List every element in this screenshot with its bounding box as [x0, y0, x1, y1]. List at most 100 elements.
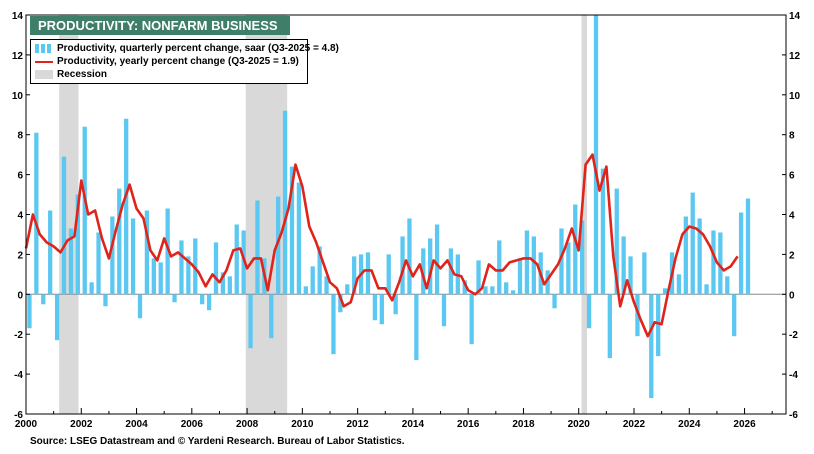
legend-line-label: Productivity, yearly percent change (Q3-… — [57, 56, 299, 67]
bar-94 — [676, 274, 682, 295]
y-tick-left-label-8: 8 — [17, 131, 23, 142]
x-tick-label-2016: 2016 — [457, 419, 480, 430]
legend-item-recession: Recession — [35, 68, 303, 81]
bar-23 — [186, 256, 191, 295]
legend-item-line: Productivity, yearly percent change (Q3-… — [35, 55, 303, 68]
bar-42 — [317, 246, 322, 295]
bar-4 — [54, 294, 60, 341]
bar-15 — [130, 218, 136, 295]
bar-31 — [241, 230, 246, 295]
bar-19 — [158, 262, 163, 295]
bar-90 — [649, 294, 654, 399]
bar-86 — [621, 236, 626, 295]
x-tick-label-2002: 2002 — [70, 419, 93, 430]
x-tick-label-2000: 2000 — [15, 419, 38, 430]
bar-1 — [34, 132, 39, 295]
bar-92 — [662, 288, 668, 295]
y-tick-right-label-0: 0 — [789, 290, 795, 301]
x-tick-label-2012: 2012 — [347, 419, 370, 430]
y-tick-right-label-12: 12 — [789, 51, 801, 62]
bar-32 — [248, 294, 253, 349]
bar-24 — [193, 238, 198, 295]
bar-16 — [137, 294, 143, 319]
chart-title: PRODUCTIVITY: NONFARM BUSINESS — [30, 16, 290, 35]
axes: -6 -6 -4 -4 -2 -2 0 0 2 2 4 4 6 6 8 8 10 10 12 12 14 14 2000 20… — [12, 11, 801, 430]
bar-17 — [144, 210, 150, 295]
bar-104 — [745, 198, 751, 295]
bar-43 — [324, 276, 329, 295]
bar-51 — [379, 294, 384, 325]
bar-63 — [462, 280, 467, 295]
bar-11 — [103, 294, 108, 307]
bar-41 — [310, 266, 315, 295]
legend-recession-swatch — [35, 70, 53, 79]
bar-71 — [517, 258, 523, 295]
bar-80 — [580, 220, 585, 295]
yearly-change-line — [24, 153, 739, 338]
bar-98 — [704, 284, 709, 295]
y-tick-left-label-6: 6 — [17, 171, 23, 182]
legend-item-bars: Productivity, quarterly percent change, … — [35, 42, 339, 55]
y-tick-right-label-10: 10 — [789, 91, 801, 102]
bar-36 — [276, 196, 281, 295]
bar-68 — [497, 240, 502, 295]
bar-99 — [711, 230, 716, 295]
y-tick-left-label-12: 12 — [12, 51, 24, 62]
x-tick-label-2024: 2024 — [678, 419, 701, 430]
bar-18 — [151, 258, 156, 295]
bar-64 — [469, 294, 474, 345]
x-tick-label-2008: 2008 — [236, 419, 259, 430]
legend: Productivity, quarterly percent change, … — [30, 39, 339, 84]
bar-60 — [441, 294, 447, 327]
bar-44 — [331, 294, 336, 355]
bar-3 — [48, 210, 53, 295]
bar-77 — [559, 228, 564, 295]
bar-85 — [614, 188, 619, 295]
yearly-line — [24, 153, 739, 338]
bar-26 — [206, 294, 212, 311]
bar-75 — [545, 270, 550, 295]
bar-35 — [269, 294, 274, 339]
bar-6 — [68, 228, 74, 295]
bar-67 — [490, 286, 495, 295]
bar-69 — [504, 282, 509, 295]
y-tick-left-label--2: -2 — [14, 330, 23, 341]
bar-70 — [510, 290, 516, 295]
recession-band-2 — [581, 15, 588, 414]
bar-20 — [165, 208, 170, 295]
bar-0 — [27, 294, 32, 329]
bar-14 — [124, 118, 129, 295]
bar-79 — [573, 204, 578, 295]
y-tick-left-label-4: 4 — [17, 211, 23, 222]
bar-84 — [607, 294, 612, 359]
x-tick-label-2020: 2020 — [568, 419, 591, 430]
y-tick-right-label--6: -6 — [789, 410, 798, 421]
bar-81 — [586, 294, 592, 329]
y-tick-right-label--2: -2 — [789, 330, 798, 341]
bar-2 — [41, 294, 46, 305]
bar-103 — [738, 212, 744, 295]
bar-88 — [635, 294, 640, 337]
bar-27 — [213, 242, 219, 295]
bar-39 — [296, 182, 302, 295]
bar-52 — [386, 254, 391, 295]
bar-61 — [448, 248, 454, 295]
bar-97 — [697, 218, 702, 295]
x-tick-label-2004: 2004 — [125, 419, 148, 430]
bar-49 — [365, 252, 371, 295]
x-tick-label-2022: 2022 — [623, 419, 646, 430]
bar-72 — [524, 230, 530, 295]
y-tick-right-label-14: 14 — [789, 11, 801, 22]
bar-95 — [683, 216, 688, 295]
recession-band-0 — [59, 15, 79, 414]
bar-89 — [642, 252, 647, 295]
bar-22 — [179, 240, 184, 295]
source-note: Source: LSEG Datastream and © Yardeni Re… — [30, 436, 405, 447]
bar-73 — [531, 236, 536, 295]
bar-102 — [732, 294, 737, 337]
y-tick-right-label--4: -4 — [789, 370, 798, 381]
bar-54 — [400, 236, 405, 295]
bar-37 — [282, 110, 288, 295]
y-tick-left-label--4: -4 — [14, 370, 23, 381]
